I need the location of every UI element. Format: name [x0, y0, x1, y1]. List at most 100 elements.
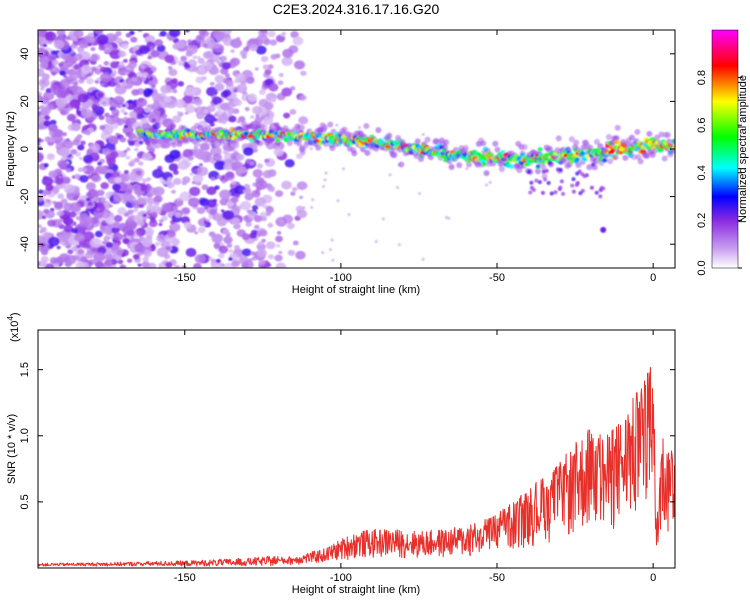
colorbar-label: Normalized spectral amplitude [737, 75, 749, 223]
spectrogram-noise-cell [270, 53, 278, 60]
spectrogram-noise-cell [42, 193, 47, 197]
spectrogram-noise-cell [265, 241, 276, 250]
spectrogram-noise-cell [264, 159, 269, 163]
spectrogram-noise-cell [293, 60, 305, 70]
spectrogram-noise-cell [267, 254, 275, 260]
spectrogram-noise-cell [91, 174, 101, 183]
snr-x-tick-label: -100 [330, 572, 352, 584]
spectrogram-x-ticks: -150 -100 -50 0 [174, 30, 656, 284]
spectrogram-noise-cell [169, 149, 181, 160]
spectrogram-y-tick-label: -40 [19, 236, 31, 252]
spectrogram-noise-cell [242, 260, 254, 268]
spectrogram-noise-cell [225, 79, 234, 87]
spectrogram-tail-cell [558, 185, 563, 190]
spectrogram-noise-cell [109, 204, 113, 208]
spectrogram-noise-cell [49, 257, 58, 264]
spectrogram-noise-cell [98, 64, 103, 68]
spectrogram-noise-cell [43, 208, 50, 214]
spectrogram-noise-cell [146, 88, 154, 95]
spectrogram-noise-cell [114, 176, 122, 184]
spectrogram-ridge-halo [341, 126, 348, 133]
spectrogram-noise-cell [282, 48, 294, 58]
svg-text:(x104): (x104) [6, 312, 21, 342]
spectrogram-noise-cell [148, 219, 158, 228]
spectrogram-ridge-halo [219, 138, 226, 145]
spectrogram-ridge-cell [601, 158, 608, 163]
spectrogram-noise-cell [309, 147, 313, 151]
spectrogram-ridge-halo [398, 161, 405, 168]
spectrogram-noise-cell [260, 55, 269, 63]
spectrogram-panel: -150 -100 -50 0 -40 -20 0 20 40 Height of strai… [5, 29, 676, 296]
spectrogram-noise-cell [258, 89, 266, 96]
spectrogram-noise-cell [204, 50, 214, 59]
spectrogram-ridge-halo [375, 127, 382, 134]
spectrogram-noise-cell [49, 138, 55, 143]
spectrogram-noise-cell [98, 115, 105, 121]
spectrogram-ridge-halo [573, 139, 580, 146]
spectrogram-noise-cell [71, 99, 81, 107]
spectrogram-noise-cell [137, 250, 143, 256]
spectrogram-noise-cell [198, 163, 203, 167]
spectrogram-ridge-halo [364, 149, 371, 156]
spectrogram-ridge-halo [424, 136, 431, 143]
spectrogram-noise-cell [94, 30, 104, 35]
spectrogram-noise-cell [57, 193, 65, 200]
spectrogram-noise-cell [330, 238, 334, 242]
spectrogram-ridge-halo [327, 121, 334, 128]
spectrogram-noise-cell [83, 129, 91, 135]
spectrogram-noise-cell [43, 43, 48, 48]
spectrogram-noise-cell [94, 261, 104, 268]
spectrogram-ridge-halo [637, 158, 644, 165]
spectrogram-noise-cell [82, 167, 88, 172]
spectrogram-noise-cell [54, 201, 64, 209]
spectrogram-ridge-halo [351, 150, 358, 157]
spectrogram-noise-cell [48, 170, 58, 179]
spectrogram-noise-cell [38, 110, 42, 117]
spectrogram-noise-cell [93, 196, 100, 202]
spectrogram-ridge-halo [462, 144, 469, 151]
spectrogram-noise-cell [38, 242, 50, 253]
spectrogram-noise-cell [127, 195, 137, 203]
spectrogram-ridge-halo [315, 144, 322, 151]
spectrogram-noise-cell [86, 148, 93, 154]
spectrogram-noise-cell [74, 232, 85, 243]
spectrogram-ridge-halo [257, 140, 264, 147]
spectrogram-noise-cell [281, 56, 293, 66]
spectrogram-ridge-halo [443, 139, 450, 146]
spectrogram-noise-cell [311, 198, 315, 202]
spectrogram-noise-cell [266, 212, 271, 217]
spectrogram-noise-cell [253, 215, 263, 223]
spectrogram-noise-cell [128, 111, 137, 118]
spectrogram-noise-cell [208, 257, 213, 261]
spectrogram-tail-cell [558, 167, 563, 172]
spectrogram-noise-cell [208, 170, 220, 180]
spectrogram-noise-cell [206, 199, 217, 208]
spectrogram-noise-cell [261, 216, 267, 222]
spectrogram-noise-cell [139, 45, 150, 55]
spectrogram-ridge-cell [516, 156, 522, 161]
spectrogram-noise-cell [109, 49, 122, 60]
spectrogram-noise-cell [100, 83, 105, 87]
spectrogram-noise-cell [96, 77, 101, 82]
spectrogram-noise-cell [123, 124, 129, 129]
spectrogram-noise-cell [112, 183, 121, 191]
spectrogram-noise-cell [291, 186, 298, 192]
spectrogram-noise-cell [171, 78, 178, 84]
spectrogram-tail-cell [582, 174, 587, 179]
spectrogram-ridge-cell [569, 159, 575, 164]
spectrogram-noise-cell [228, 257, 233, 261]
spectrogram-noise-cell [61, 132, 67, 137]
spectrogram-noise-cell [296, 209, 308, 219]
spectrogram-noise-cell [193, 262, 202, 268]
spectrogram-noise-cell [103, 259, 113, 267]
spectrogram-noise-cell [130, 246, 136, 251]
spectrogram-noise-cell [44, 263, 55, 268]
spectrogram-noise-cell [53, 39, 65, 49]
spectrogram-noise-cell [126, 258, 133, 263]
spectrogram-noise-cell [119, 265, 126, 268]
spectrogram-noise-cell [71, 245, 78, 252]
spectrogram-tail-cell [529, 180, 534, 185]
spectrogram-noise-cell [71, 228, 78, 234]
spectrogram-ridge-cell [509, 164, 515, 169]
spectrogram-noise-cell [63, 216, 74, 226]
